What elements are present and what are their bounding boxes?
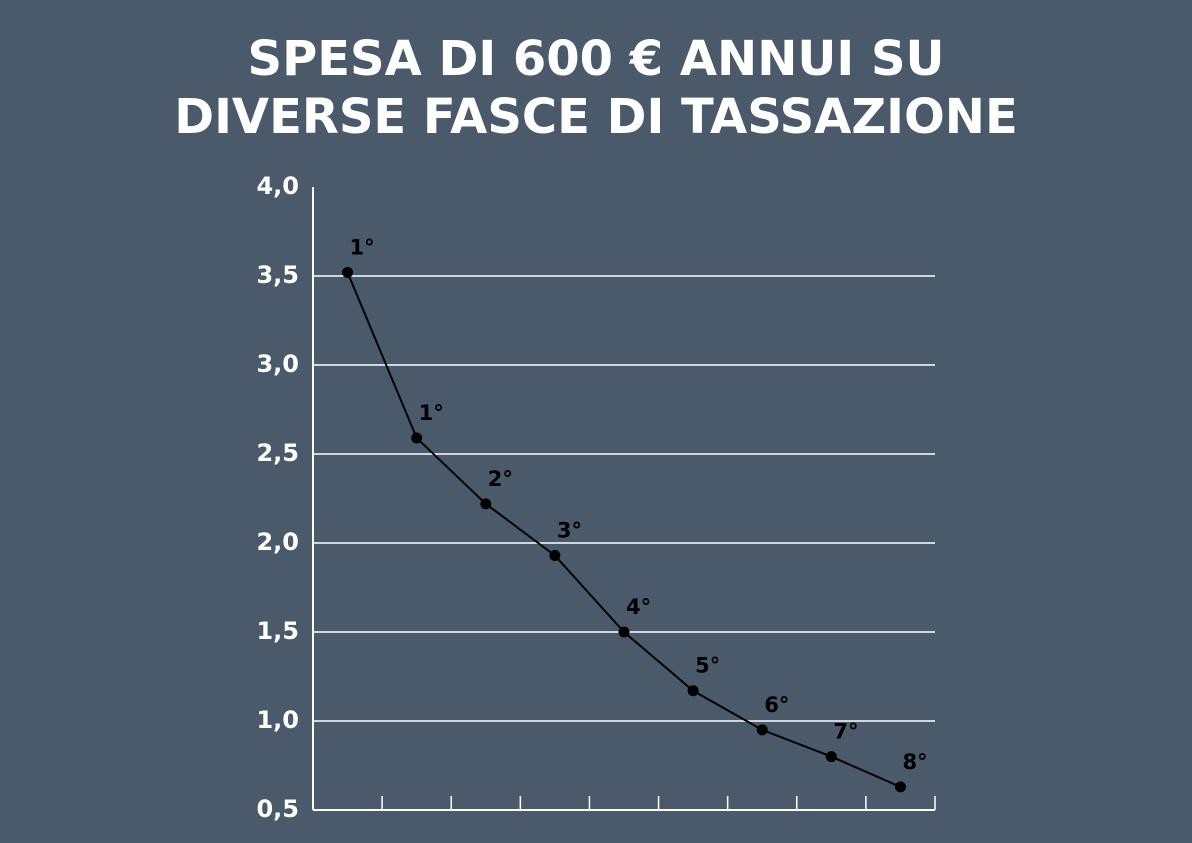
point (687, 685, 699, 697)
y-tick-label: 1,5 (256, 617, 299, 645)
point (411, 432, 423, 444)
point-label: 3° (557, 518, 582, 542)
point-label: 7° (833, 720, 858, 744)
point-label: 1° (419, 401, 444, 425)
y-tick-label: 4,0 (256, 172, 299, 200)
chart-title: SPESA DI 600 € ANNUI SU (248, 31, 945, 87)
point (480, 498, 492, 510)
point-label: 5° (695, 654, 720, 678)
chart-title: DIVERSE FASCE DI TASSAZIONE (174, 89, 1018, 145)
point (618, 626, 630, 638)
point (756, 724, 768, 736)
point-label: 6° (764, 693, 789, 717)
point (342, 266, 354, 278)
point-label: 4° (626, 595, 651, 619)
point-label: 2° (488, 467, 513, 491)
y-tick-label: 2,5 (256, 439, 299, 467)
y-tick-label: 1,0 (256, 706, 299, 734)
point-label: 1° (350, 235, 375, 259)
point (549, 549, 561, 561)
point (894, 781, 906, 793)
point-label: 8° (902, 750, 927, 774)
point (825, 751, 837, 763)
y-tick-label: 2,0 (256, 528, 299, 556)
y-tick-label: 3,0 (256, 350, 299, 378)
y-tick-label: 3,5 (256, 261, 299, 289)
y-tick-label: 0,5 (256, 795, 299, 823)
